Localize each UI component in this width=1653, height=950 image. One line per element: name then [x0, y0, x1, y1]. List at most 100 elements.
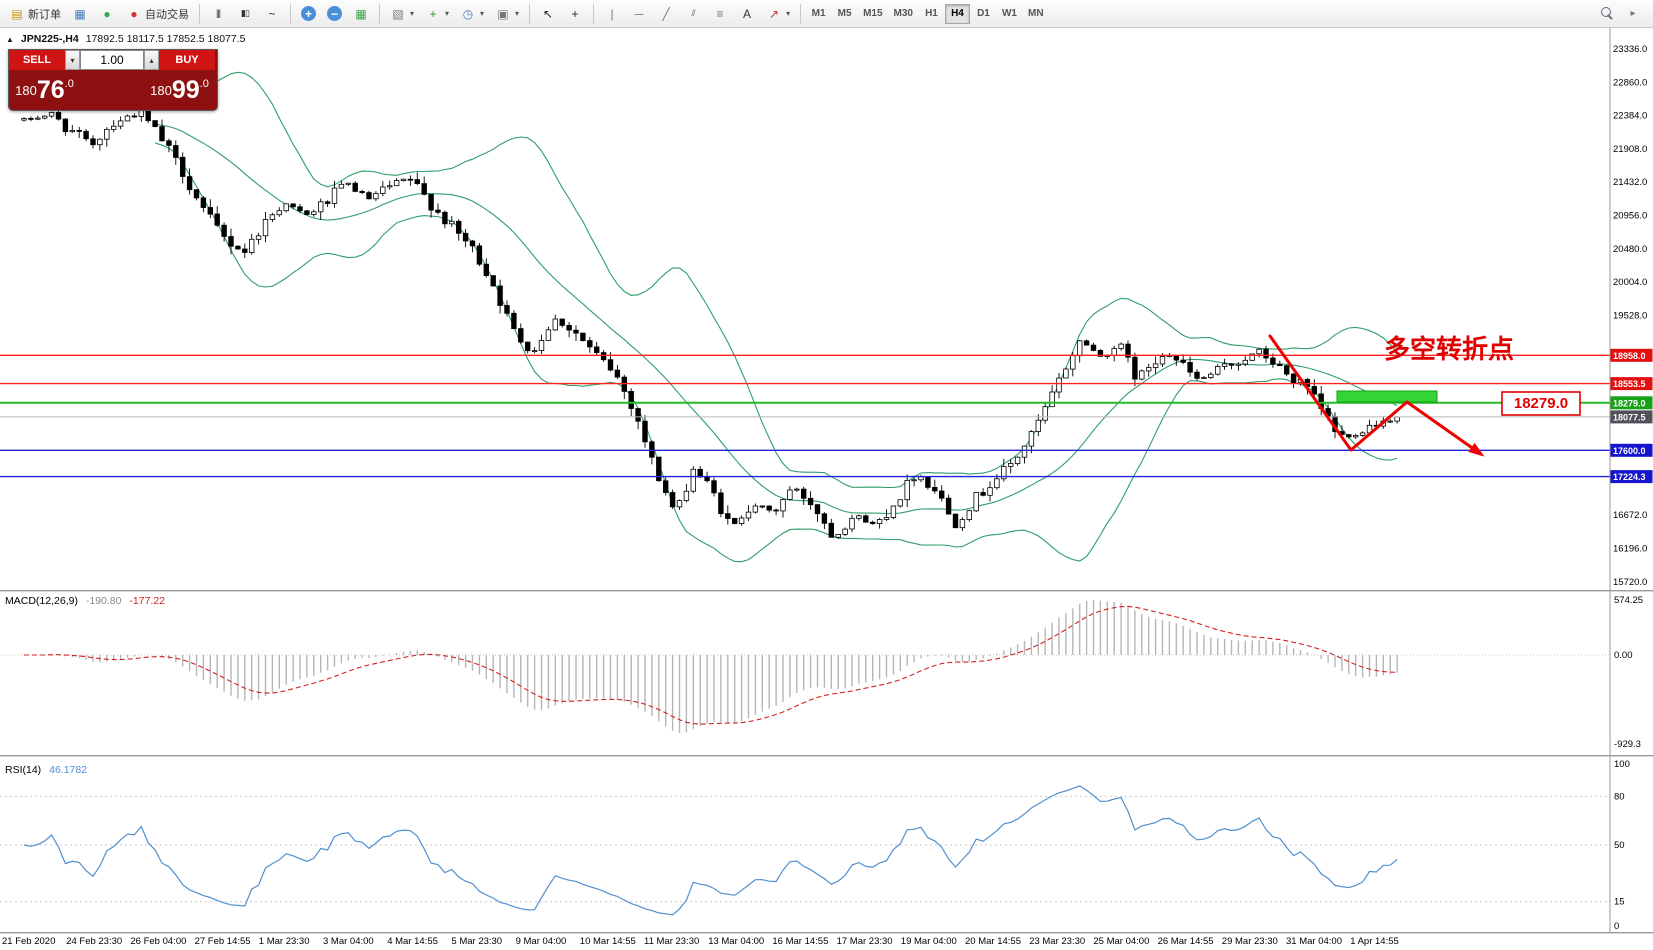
timeframe-mn-button[interactable]: MN: [1027, 8, 1044, 19]
toolbar-right: ▸: [1599, 6, 1649, 22]
autotrading-button[interactable]: ● 自动交易: [121, 3, 194, 25]
resistance-line-1[interactable]: 18958.0: [0, 348, 1653, 362]
buy-button[interactable]: 180 99.0: [144, 70, 215, 110]
arrows-button[interactable]: ↗ ▾: [761, 3, 795, 25]
data-window-button[interactable]: ●: [94, 3, 120, 25]
time-axis-label: 4 Mar 14:55: [387, 936, 438, 947]
time-axis-label: 9 Mar 04:00: [516, 936, 567, 947]
chevron-down-icon: ▾: [786, 9, 791, 18]
bid-price-line: 18077.5: [0, 410, 1653, 424]
candle-chart-mode-button[interactable]: ▮▯: [232, 3, 258, 25]
magnifier-glyph: [1600, 7, 1614, 20]
macd-signal-value: -177.22: [129, 595, 166, 607]
search-icon[interactable]: [1599, 6, 1615, 22]
new-order-button[interactable]: ▤ 新订单: [4, 3, 66, 25]
chart-canvas[interactable]: 574.25 0.00 -929.3 100 80 50 15 0 23336.0 22860.0…: [0, 28, 1653, 950]
sell-button[interactable]: 180 76.0: [9, 70, 80, 110]
candles-chart-icon: ▮▯: [241, 8, 250, 18]
chart-window: 574.25 0.00 -929.3 100 80 50 15 0 23336.0 22860.0…: [0, 28, 1653, 950]
arrows-icon: ↗: [769, 6, 780, 21]
panel-toggle-icon[interactable]: ▸: [1630, 7, 1636, 19]
fibonacci-button[interactable]: ≡: [707, 3, 733, 25]
time-axis-label: 26 Feb 04:00: [130, 936, 186, 947]
periods-button[interactable]: ◷ ▾: [455, 3, 489, 25]
text-icon: A: [743, 6, 752, 21]
zoom-out-button[interactable]: −: [322, 3, 347, 25]
autotrading-label: 自动交易: [145, 8, 189, 21]
chevron-down-icon: ▾: [515, 9, 520, 18]
time-axis-label: 3 Mar 04:00: [323, 936, 374, 947]
time-axis-label: 23 Mar 23:30: [1029, 936, 1085, 947]
timeframe-m1-button[interactable]: M1: [811, 8, 826, 19]
equidistant-channel-button[interactable]: //: [680, 3, 706, 25]
bollinger-lower-band: [154, 142, 1398, 563]
annotation-text[interactable]: 多空转折点: [1384, 334, 1514, 364]
zoom-in-button[interactable]: +: [296, 3, 321, 25]
time-axis-label: 19 Mar 04:00: [901, 936, 957, 947]
tile-windows-icon: ▦: [355, 6, 367, 21]
timeframe-m15-button[interactable]: M15: [863, 8, 883, 19]
time-axis-label: 27 Feb 14:55: [195, 936, 251, 947]
line-chart-mode-button[interactable]: ~: [259, 3, 285, 25]
rsi-scale-label: 100: [1614, 759, 1630, 770]
chevron-down-icon: ▾: [480, 9, 485, 18]
horizontal-line-button[interactable]: ─: [626, 3, 652, 25]
time-axis-label: 10 Mar 14:55: [580, 936, 636, 947]
svg-text:18958.0: 18958.0: [1613, 351, 1646, 361]
data-window-icon: ●: [103, 6, 111, 21]
pivot-line[interactable]: 18279.0: [0, 396, 1653, 410]
timeframe-d1-button[interactable]: D1: [977, 8, 990, 19]
text-label-button[interactable]: A: [734, 3, 760, 25]
timeframe-m30-button[interactable]: M30: [893, 8, 913, 19]
support-line-2[interactable]: 17224.3: [0, 470, 1653, 484]
bar-chart-mode-button[interactable]: |||: [205, 3, 231, 25]
toolbar-separator: [379, 3, 380, 24]
toolbar-separator: [290, 3, 291, 24]
separator-rsi-time[interactable]: [0, 932, 1653, 934]
resistance-line-2[interactable]: 18553.5: [0, 377, 1653, 391]
vertical-line-button[interactable]: |: [599, 3, 625, 25]
new-order-label: 新订单: [28, 8, 61, 21]
price-callout[interactable]: 18279.0: [1501, 391, 1581, 416]
price-axis-label: 16196.0: [1613, 544, 1647, 555]
macd-main-value: -190.80: [85, 595, 122, 607]
crosshair-icon: +: [571, 6, 579, 21]
support-line-1[interactable]: 17600.0: [0, 443, 1653, 457]
volume-decrease-button[interactable]: ▾: [65, 50, 80, 70]
time-axis-label: 20 Mar 14:55: [965, 936, 1021, 947]
volume-increase-button[interactable]: ▴: [144, 50, 159, 70]
indicators-button[interactable]: + ▾: [420, 3, 454, 25]
timeframe-w1-button[interactable]: W1: [1001, 8, 1017, 19]
time-axis-label: 11 Mar 23:30: [644, 936, 699, 947]
bollinger-bands: [154, 71, 1398, 563]
indicators-icon: +: [429, 6, 437, 21]
buy-header[interactable]: BUY: [159, 50, 215, 70]
crosshair-button[interactable]: +: [562, 3, 588, 25]
separator-macd-rsi[interactable]: [0, 755, 1653, 757]
collapse-panel-icon[interactable]: ▲: [6, 34, 14, 44]
price-axis-label: 21908.0: [1613, 144, 1647, 155]
timeframe-h1-button[interactable]: H1: [925, 8, 938, 19]
market-watch-button[interactable]: ▦: [67, 3, 93, 25]
rsi-scale-label: 50: [1614, 840, 1625, 851]
line-chart-icon: ~: [268, 6, 276, 21]
trendline-button[interactable]: ╱: [653, 3, 679, 25]
macd-scale-label: -929.3: [1614, 739, 1641, 750]
separator-main-macd[interactable]: [0, 590, 1653, 592]
timeframe-h4-button[interactable]: H4: [944, 3, 970, 24]
new-chart-button[interactable]: ▧ ▾: [385, 3, 419, 25]
volume-input[interactable]: [80, 50, 144, 70]
buy-price-prefix: 180: [150, 82, 172, 98]
tile-windows-button[interactable]: ▦: [348, 3, 374, 25]
templates-button[interactable]: ▣ ▾: [490, 3, 524, 25]
macd-scale-label: 0.00: [1614, 650, 1633, 661]
timeframe-m5-button[interactable]: M5: [837, 8, 852, 19]
sell-price-suffix: .0: [64, 78, 74, 90]
macd-label: MACD(12,26,9) -190.80 -177.22: [5, 595, 165, 607]
highlight-rectangle[interactable]: [1336, 390, 1438, 403]
svg-text:18553.5: 18553.5: [1613, 379, 1646, 389]
cursor-button[interactable]: ↖: [535, 3, 561, 25]
sell-header[interactable]: SELL: [9, 50, 65, 70]
forecast-arrow-head: [1468, 442, 1485, 457]
forecast-arrow[interactable]: [1268, 334, 1480, 454]
